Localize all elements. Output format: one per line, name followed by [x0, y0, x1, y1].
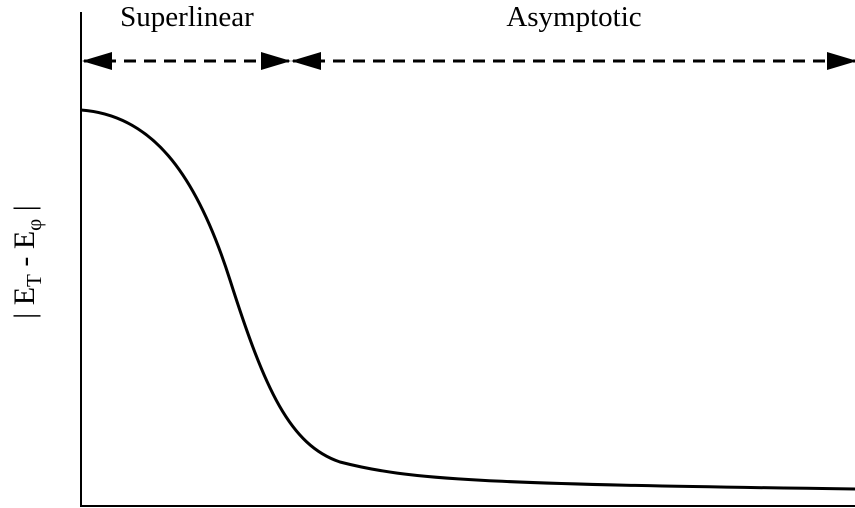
y-label-sub-phi: φ	[22, 219, 46, 231]
y-label-sub-t: T	[22, 274, 46, 287]
region-label-superlinear: Superlinear	[120, 1, 254, 33]
y-label-suffix: |	[8, 205, 41, 219]
region-label-asymptotic: Asymptotic	[506, 1, 641, 33]
y-label-middle: - E	[8, 231, 41, 274]
error-curve	[80, 108, 855, 491]
y-axis-label: | ET - Eφ |	[8, 205, 46, 319]
y-label-prefix: | E	[8, 287, 41, 319]
